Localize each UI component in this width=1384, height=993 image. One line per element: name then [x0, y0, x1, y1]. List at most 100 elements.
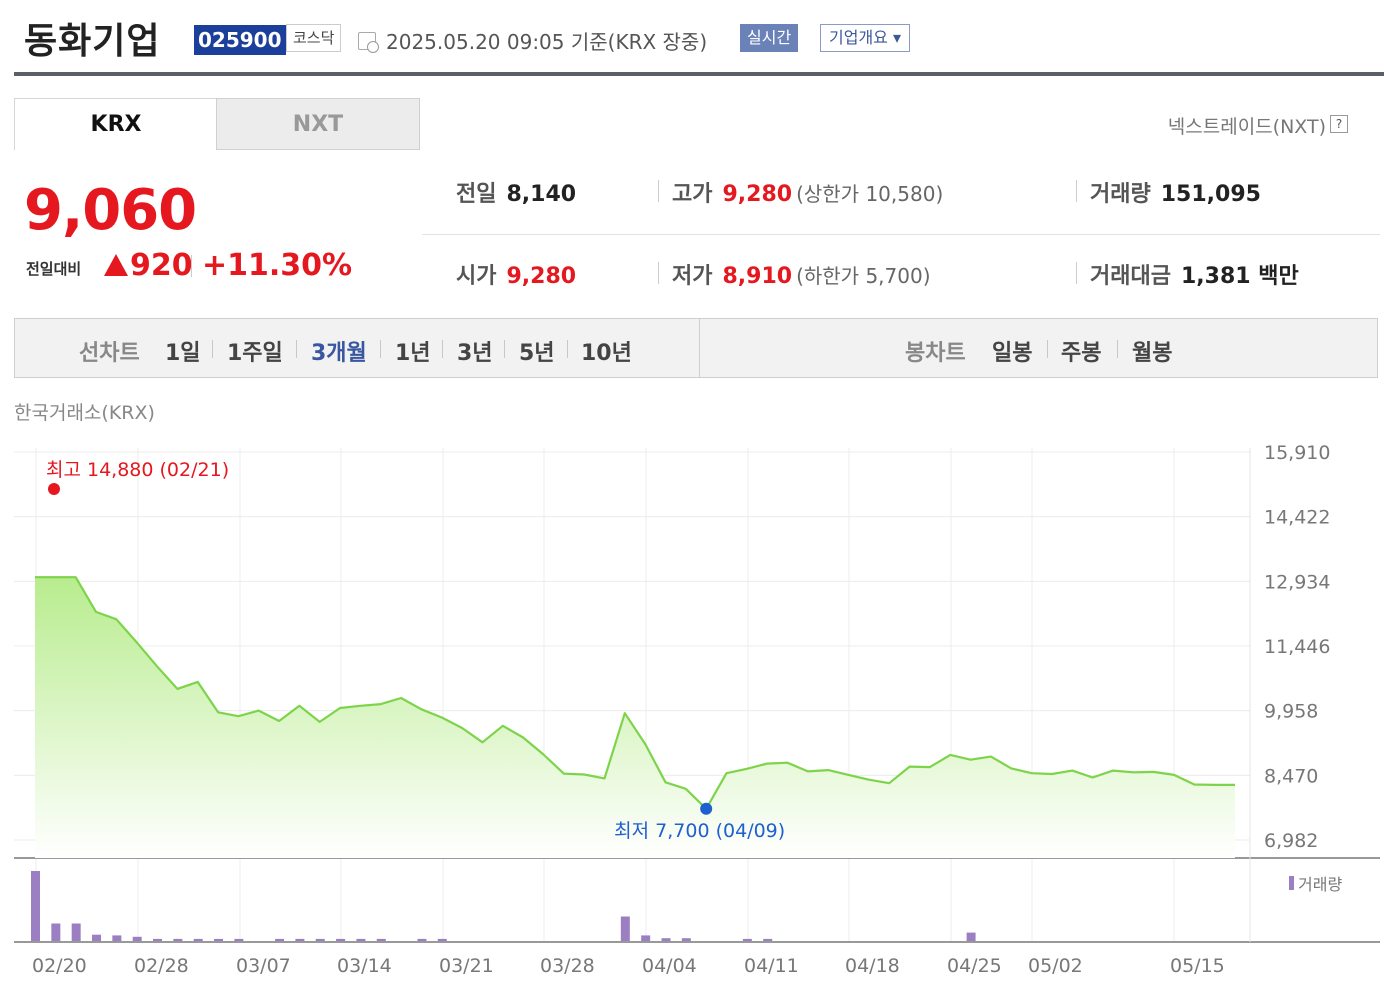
y-tick-label: 14,422 [1264, 507, 1330, 529]
volume-bar [336, 938, 346, 941]
x-tick-label: 04/11 [744, 955, 799, 977]
volume-bar [417, 938, 427, 941]
candle-monthly[interactable]: 월봉 [1132, 341, 1173, 366]
x-tick-label: 05/02 [1028, 955, 1083, 977]
volume-bar [112, 935, 122, 941]
realtime-button[interactable]: 실시간 [740, 24, 799, 52]
divider [658, 262, 659, 284]
divider [1076, 180, 1077, 202]
tab-nxt[interactable]: NXT [216, 98, 420, 150]
volume-bar [641, 935, 651, 941]
stat-low: 저가 8,910 (하한가 5,700) [672, 258, 931, 290]
exchange-label: 한국거래소(KRX) [14, 402, 155, 424]
volume-bar [763, 938, 773, 941]
stat-open: 시가 9,280 [456, 258, 576, 290]
y-tick-label: 15,910 [1264, 442, 1330, 464]
candle-daily[interactable]: 일봉 [992, 341, 1033, 366]
x-tick-label: 03/07 [236, 955, 291, 977]
stat-label: 거래량 [1090, 182, 1151, 207]
stat-value: 151,095 [1160, 182, 1261, 207]
divider [658, 180, 659, 202]
help-icon[interactable]: ? [1330, 115, 1348, 133]
line-chart-label: 선차트 [79, 341, 140, 366]
price-chart[interactable]: 15,91014,42212,93411,4469,9588,4706,982 … [0, 430, 1384, 993]
divider [380, 340, 381, 358]
volume-bar [661, 938, 671, 941]
period-1y[interactable]: 1년 [395, 341, 431, 366]
price-change-percent: +11.30% [202, 248, 353, 283]
stat-value: 9,280 [722, 182, 793, 207]
volume-bar [71, 923, 81, 941]
period-10y[interactable]: 10년 [581, 341, 632, 366]
low-annotation: 최저 7,700 (04/09) [614, 820, 785, 842]
volume-bars: 거래량 [31, 871, 1342, 941]
price-change: 920 [130, 248, 193, 283]
divider [296, 340, 297, 358]
stat-label: 전일 [456, 182, 497, 207]
company-overview-dropdown[interactable]: 기업개요 ▾ [820, 24, 910, 52]
period-selector: 선차트 1일 1주일 3개월 1년 3년 5년 10년 봉차트 일봉 주봉 월봉 [14, 318, 1378, 378]
period-5y[interactable]: 5년 [519, 341, 555, 366]
x-tick-label: 04/25 [947, 955, 1002, 977]
high-annotation: 최고 14,880 (02/21) [46, 459, 229, 481]
x-tick-label: 03/28 [540, 955, 595, 977]
volume-bar [681, 938, 691, 941]
x-tick-label: 04/18 [845, 955, 900, 977]
x-tick-label: 02/28 [134, 955, 189, 977]
chart-grid [14, 448, 1380, 943]
low-marker [700, 802, 713, 815]
stock-code[interactable]: 025900 [194, 25, 286, 55]
stock-header: 동화기업 025900 코스닥 2025.05.20 09:05 기준(KRX … [14, 0, 1384, 76]
volume-bar [275, 938, 285, 941]
x-tick-label: 03/21 [439, 955, 494, 977]
y-axis: 15,910 14,422 12,934 11,446 9,958 8,470 6,982 [1264, 442, 1330, 852]
nextrade-link[interactable]: 넥스트레이드(NXT) [1167, 116, 1326, 138]
period-3m[interactable]: 3개월 [311, 341, 367, 366]
tab-krx[interactable]: KRX [14, 98, 218, 150]
volume-bar [966, 932, 976, 941]
divider [699, 319, 700, 377]
volume-bar [234, 938, 244, 941]
divider [422, 234, 1380, 235]
upper-limit: (상한가 10,580) [796, 182, 944, 206]
volume-bar [92, 934, 102, 941]
divider [1076, 262, 1077, 284]
volume-bar [742, 938, 752, 941]
y-tick-label: 11,446 [1264, 636, 1330, 658]
volume-bar [193, 938, 203, 941]
market-badge: 코스닥 [286, 24, 342, 52]
y-tick-label: 6,982 [1264, 830, 1318, 852]
volume-bar [132, 936, 142, 941]
volume-bar [153, 938, 163, 941]
stat-amount: 거래대금 1,381 백만 [1090, 258, 1299, 290]
stat-label: 시가 [456, 264, 497, 289]
price-line [35, 576, 1235, 810]
y-tick-label: 8,470 [1264, 765, 1318, 787]
x-axis: 02/20 02/28 03/07 03/14 03/21 03/28 04/04 04/11… [32, 955, 1225, 977]
volume-bar [31, 871, 40, 941]
stat-prev-close: 전일 8,140 [456, 176, 576, 208]
volume-bar [51, 923, 61, 941]
chart-annotations: 최고 14,880 (02/21) 최저 7,700 (04/09) [46, 459, 785, 842]
stat-label: 거래대금 [1090, 264, 1171, 289]
divider [1047, 340, 1048, 358]
y-tick-label: 9,958 [1264, 701, 1318, 723]
candle-weekly[interactable]: 주봉 [1061, 341, 1102, 366]
change-label: 전일대비 [26, 260, 82, 278]
stat-value: 8,910 [722, 264, 793, 289]
period-1w[interactable]: 1주일 [227, 341, 283, 366]
candle-chart-label: 봉차트 [905, 341, 966, 366]
stat-volume: 거래량 151,095 [1090, 176, 1261, 208]
stat-label: 저가 [672, 264, 713, 289]
period-1d[interactable]: 1일 [165, 341, 201, 366]
divider [212, 340, 213, 358]
divider [442, 340, 443, 358]
stat-value: 1,381 백만 [1180, 264, 1299, 289]
volume-bar [620, 916, 630, 941]
lower-limit: (하한가 5,700) [796, 264, 931, 288]
period-3y[interactable]: 3년 [457, 341, 493, 366]
stat-value: 8,140 [506, 182, 577, 207]
divider [504, 340, 505, 358]
up-arrow-icon [104, 254, 128, 276]
x-tick-label: 02/20 [32, 955, 87, 977]
